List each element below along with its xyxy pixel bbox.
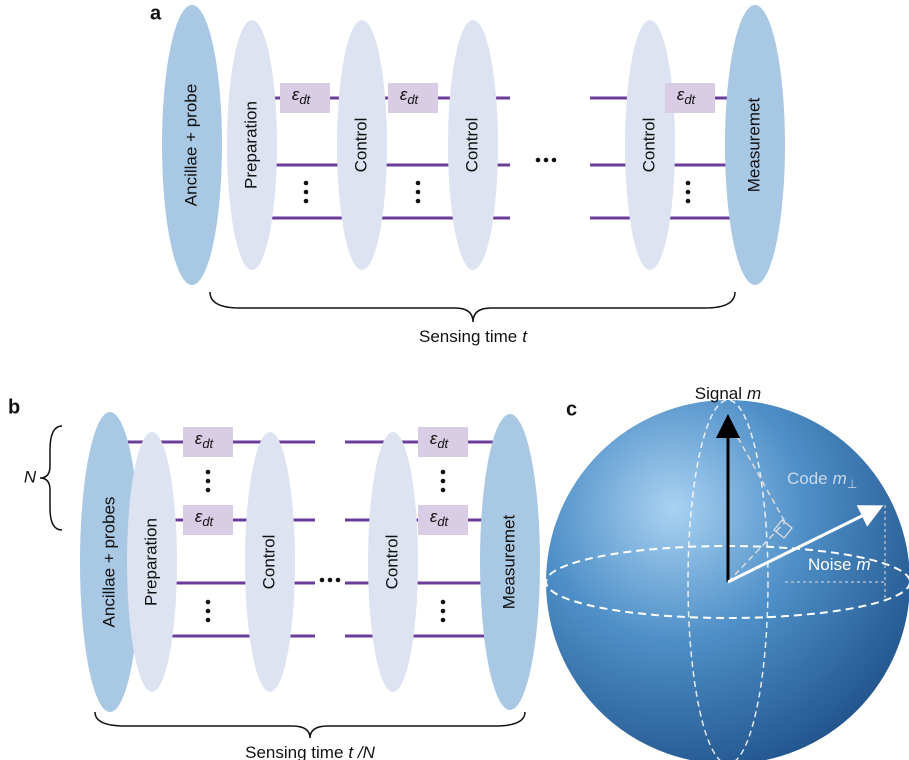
- block: Control: [245, 432, 295, 692]
- noise-label: εdt: [195, 507, 215, 529]
- block-label: Control: [259, 535, 278, 590]
- code-label: Code m⊥: [787, 469, 857, 491]
- block-label: Control: [639, 118, 658, 173]
- noise-box: εdt: [280, 83, 330, 113]
- noise-label: εdt: [677, 85, 697, 107]
- ellipsis-dots: [205, 157, 691, 623]
- block: Control: [625, 20, 675, 270]
- block: Ancillae + probe: [162, 5, 222, 285]
- caption: Sensing time t /N: [245, 743, 375, 760]
- noise-label: εdt: [195, 429, 215, 451]
- block: Measuremet: [480, 414, 540, 710]
- block-label: Preparation: [241, 101, 260, 189]
- block: Control: [368, 432, 418, 692]
- group-label: N: [24, 467, 37, 486]
- brace: [39, 425, 63, 531]
- panel-label: b: [8, 396, 20, 418]
- noise-label: Noise m: [808, 555, 871, 574]
- noise-box: εdt: [418, 505, 468, 535]
- block: Control: [337, 20, 387, 270]
- noise-box: εdt: [183, 427, 233, 457]
- block-label: Measuremet: [744, 97, 763, 192]
- block: Ancillae + probes: [80, 412, 140, 712]
- brace: [94, 711, 526, 739]
- noise-label: εdt: [292, 85, 312, 107]
- noise-label: εdt: [400, 85, 420, 107]
- block: Preparation: [227, 20, 277, 270]
- panel-label: a: [150, 2, 162, 24]
- block-label: Preparation: [141, 518, 160, 606]
- block: Control: [448, 20, 498, 270]
- noise-box: εdt: [183, 505, 233, 535]
- block-label: Measuremet: [499, 514, 518, 609]
- noise-label: εdt: [430, 429, 450, 451]
- signal-label: Signal m: [695, 384, 761, 403]
- block-label: Control: [382, 535, 401, 590]
- brace: [209, 291, 736, 323]
- sphere: [545, 399, 909, 760]
- noise-label: εdt: [430, 507, 450, 529]
- block-label: Ancillae + probe: [181, 84, 200, 206]
- panel-label: c: [566, 398, 577, 420]
- block-label: Ancillae + probes: [99, 497, 118, 628]
- noise-box: εdt: [418, 427, 468, 457]
- block: Measuremet: [725, 5, 785, 285]
- block: Preparation: [127, 432, 177, 692]
- caption: Sensing time t: [419, 327, 528, 346]
- noise-box: εdt: [388, 83, 438, 113]
- noise-box: εdt: [665, 83, 715, 113]
- block-label: Control: [462, 118, 481, 173]
- block-label: Control: [351, 118, 370, 173]
